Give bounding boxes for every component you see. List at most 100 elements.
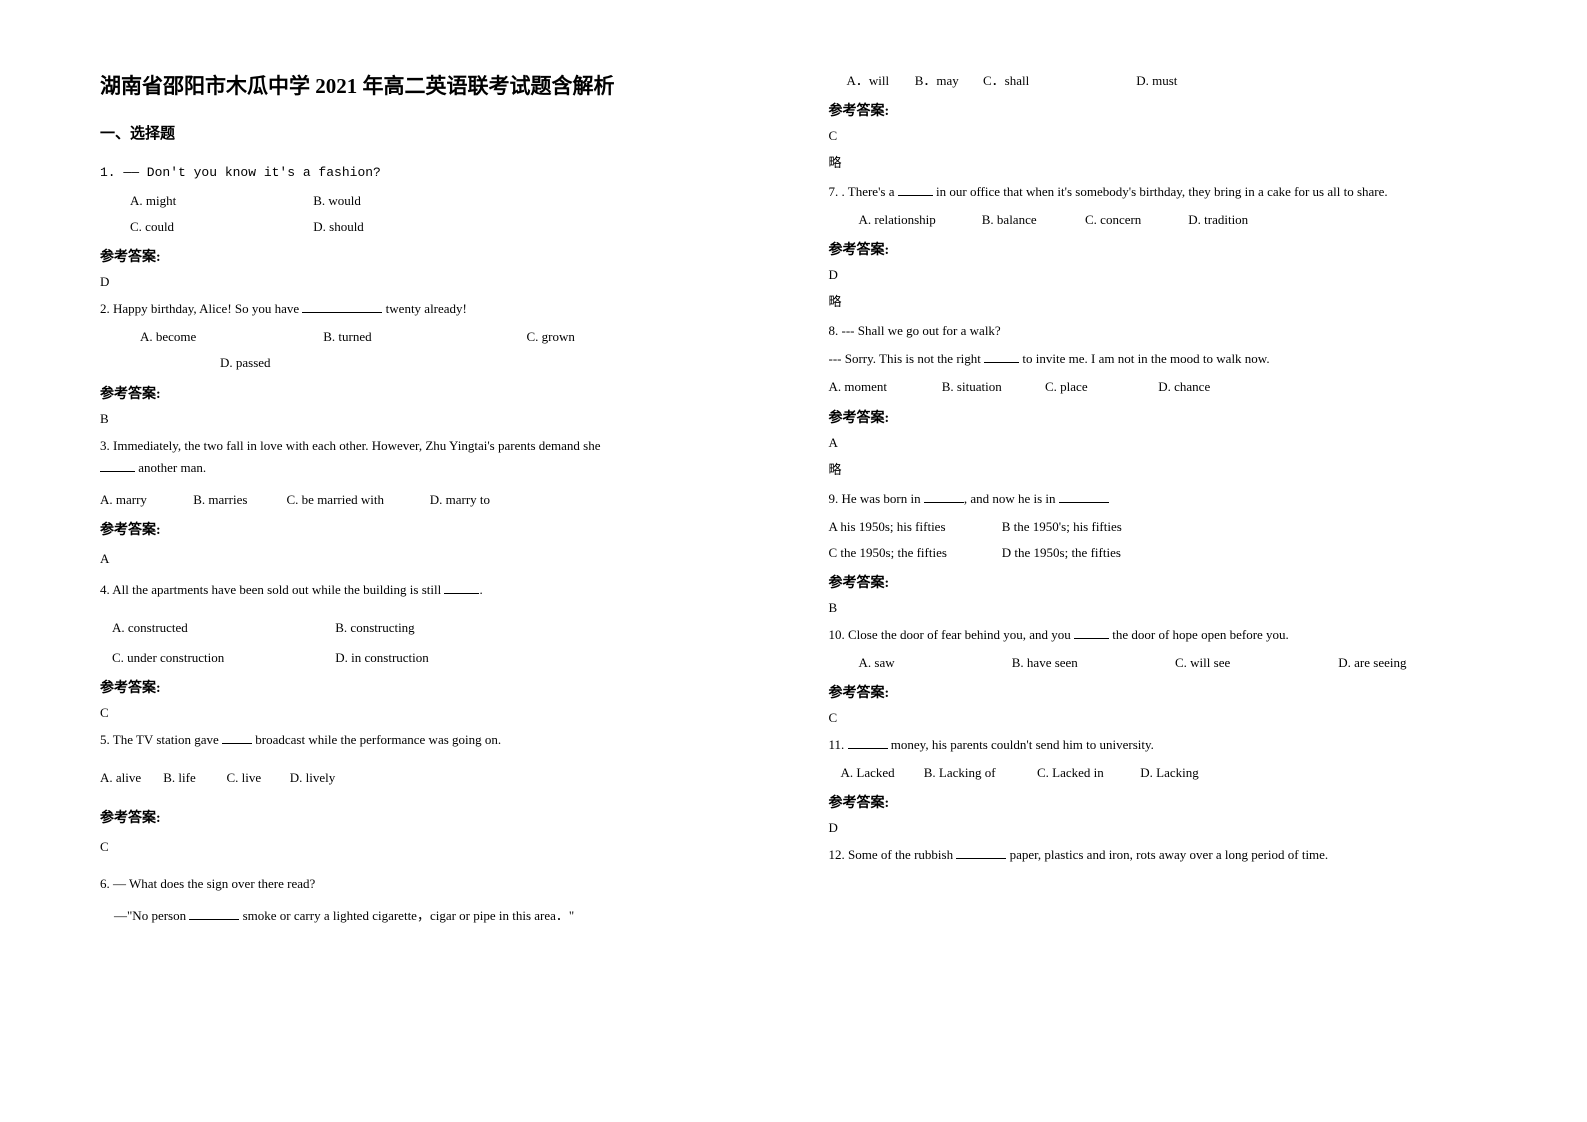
q1-answer: D (100, 274, 769, 290)
q9-stem-pre: 9. He was born in (829, 491, 924, 506)
q1-options-line2: C. could D. should (100, 216, 769, 238)
q9-optB: B the 1950's; his fifties (1002, 516, 1122, 538)
q1-options-line1: A. might B. would (100, 190, 769, 212)
q9-optC: C the 1950s; the fifties (829, 542, 999, 564)
q7-stem: 7. . There's a in our office that when i… (829, 181, 1498, 203)
q11-stem-pre: 11. (829, 737, 848, 752)
q8-optA: A. moment (829, 376, 939, 398)
q10-answer: C (829, 710, 1498, 726)
q8-stem1: 8. --- Shall we go out for a walk? (829, 320, 1498, 342)
q2-stem-post: twenty already! (382, 301, 466, 316)
q3-answer-label: 参考答案: (100, 519, 769, 539)
q6-stem2-pre: —"No person (114, 908, 189, 923)
q2-options-line2: D. passed (100, 352, 769, 374)
q6-blank (189, 919, 239, 920)
q6-answer: C (829, 128, 1498, 144)
q3-stem: 3. Immediately, the two fall in love wit… (100, 435, 769, 479)
q1-optC: C. could (130, 216, 310, 238)
q1-stem-text: 1. —— Don't you know it's a fashion? (100, 165, 381, 180)
q8-optC: C. place (1045, 376, 1155, 398)
q4-options-line1: A. constructed B. constructing (100, 617, 769, 639)
q2-answer-label: 参考答案: (100, 383, 769, 403)
q9-options-line2: C the 1950s; the fifties D the 1950s; th… (829, 542, 1498, 564)
q4-blank (444, 593, 479, 594)
q4-answer-label: 参考答案: (100, 677, 769, 697)
q10-stem-post: the door of hope open before you. (1109, 627, 1289, 642)
q4-stem-pre: 4. All the apartments have been sold out… (100, 582, 444, 597)
right-column: A．will B．may C．shall D. must 参考答案: C 略 7… (799, 70, 1498, 1082)
q6-answer-label: 参考答案: (829, 100, 1498, 120)
q7-skip: 略 (829, 291, 1498, 310)
q5-blank (222, 743, 252, 744)
q4-optD: D. in construction (335, 647, 429, 669)
q9-blank2 (1059, 502, 1109, 503)
q2-answer: B (100, 411, 769, 427)
q1-optB: B. would (313, 190, 361, 212)
q6-optA: A．will (847, 70, 912, 92)
q6-skip: 略 (829, 152, 1498, 171)
q2-stem: 2. Happy birthday, Alice! So you have tw… (100, 298, 769, 320)
q5-stem: 5. The TV station gave broadcast while t… (100, 729, 769, 751)
q1-optA: A. might (130, 190, 310, 212)
q11-stem-post: money, his parents couldn't send him to … (888, 737, 1154, 752)
q9-options-line1: A his 1950s; his fifties B the 1950's; h… (829, 516, 1498, 538)
q5-answer: C (100, 839, 769, 855)
q3-stem-pre: 3. Immediately, the two fall in love wit… (100, 438, 601, 453)
q7-options: A. relationship B. balance C. concern D.… (829, 209, 1498, 231)
q5-options: A. alive B. life C. live D. lively (100, 767, 769, 789)
q11-optB: B. Lacking of (924, 762, 1034, 784)
q8-answer: A (829, 435, 1498, 451)
q8-stem2-post: to invite me. I am not in the mood to wa… (1019, 351, 1269, 366)
q9-stem: 9. He was born in , and now he is in (829, 488, 1498, 510)
q5-optD: D. lively (290, 767, 336, 789)
q7-answer: D (829, 267, 1498, 283)
q8-answer-label: 参考答案: (829, 407, 1498, 427)
q4-options-line2: C. under construction D. in construction (100, 647, 769, 669)
q12-stem: 12. Some of the rubbish paper, plastics … (829, 844, 1498, 866)
q8-optD: D. chance (1158, 376, 1210, 398)
q2-optB: B. turned (323, 326, 523, 348)
q7-answer-label: 参考答案: (829, 239, 1498, 259)
q3-optD: D. marry to (430, 489, 490, 511)
q4-stem-post: . (479, 582, 482, 597)
q10-optD: D. are seeing (1338, 652, 1406, 674)
q4-optA: A. constructed (112, 617, 332, 639)
q10-answer-label: 参考答案: (829, 682, 1498, 702)
q10-optC: C. will see (1175, 652, 1335, 674)
q3-optB: B. marries (193, 489, 283, 511)
q3-blank (100, 471, 135, 472)
q10-optB: B. have seen (1012, 652, 1172, 674)
q8-stem2-pre: --- Sorry. This is not the right (829, 351, 985, 366)
q6-optC: C．shall (983, 70, 1133, 92)
q6-optB: B．may (915, 70, 980, 92)
q10-optA: A. saw (859, 652, 1009, 674)
q5-optC: C. live (227, 767, 287, 789)
q1-stem: 1. —— Don't you know it's a fashion? (100, 161, 769, 184)
q3-answer: A (100, 551, 769, 567)
q6-stem1: 6. — What does the sign over there read? (100, 873, 769, 895)
q1-answer-label: 参考答案: (100, 246, 769, 266)
q4-optC: C. under construction (112, 647, 332, 669)
q3-stem-post: another man. (135, 460, 206, 475)
q5-answer-label: 参考答案: (100, 807, 769, 827)
q9-blank1 (924, 502, 964, 503)
q11-optA: A. Lacked (841, 762, 921, 784)
section-heading: 一、选择题 (100, 122, 769, 143)
q1-optD: D. should (313, 216, 364, 238)
q9-stem-mid: , and now he is in (964, 491, 1059, 506)
q8-stem2: --- Sorry. This is not the right to invi… (829, 348, 1498, 370)
q3-optC: C. be married with (287, 489, 427, 511)
q12-blank (956, 858, 1006, 859)
q11-optD: D. Lacking (1140, 762, 1198, 784)
q7-stem-pre: 7. . There's a (829, 184, 898, 199)
q9-optD: D the 1950s; the fifties (1002, 542, 1121, 564)
q12-stem-post: paper, plastics and iron, rots away over… (1006, 847, 1328, 862)
q7-optD: D. tradition (1188, 209, 1248, 231)
q5-stem-pre: 5. The TV station gave (100, 732, 222, 747)
q7-blank (898, 195, 933, 196)
q8-options: A. moment B. situation C. place D. chanc… (829, 376, 1498, 398)
q7-stem-post: in our office that when it's somebody's … (933, 184, 1388, 199)
q5-stem-post: broadcast while the performance was goin… (252, 732, 501, 747)
q3-optA: A. marry (100, 489, 190, 511)
q2-optD: D. passed (220, 352, 271, 374)
